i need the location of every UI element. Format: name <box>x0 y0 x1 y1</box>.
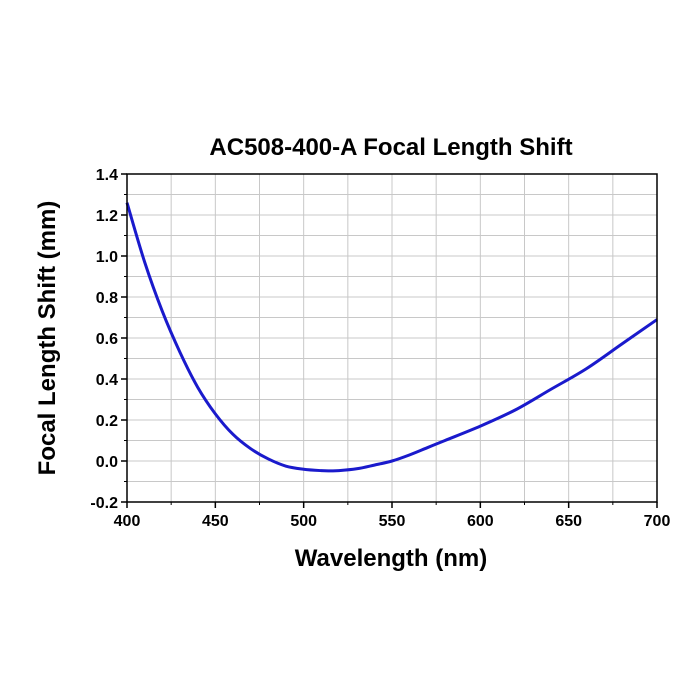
y-tick-label: 1.0 <box>96 249 118 266</box>
x-tick-label: 600 <box>467 513 494 530</box>
x-tick-label: 550 <box>379 513 406 530</box>
chart-title: AC508-400-A Focal Length Shift <box>209 134 572 161</box>
y-tick-label: 0.6 <box>96 331 118 348</box>
x-tick-label: 400 <box>114 513 141 530</box>
y-tick-label: 0.2 <box>96 413 118 430</box>
x-axis-label: Wavelength (nm) <box>295 545 487 572</box>
plot-frame <box>126 173 658 503</box>
axis-ticks <box>121 173 658 508</box>
x-tick-labels: 400 450 500 550 600 650 700 <box>114 513 671 530</box>
y-tick-label: 1.2 <box>96 208 118 225</box>
series-line <box>125 202 658 473</box>
y-tick-label: 0.4 <box>96 372 118 389</box>
y-tick-label: 0.8 <box>96 290 118 307</box>
x-tick-label: 500 <box>290 513 317 530</box>
y-tick-labels: -0.2 0.0 0.2 0.4 0.6 0.8 1.0 1.2 1.4 <box>90 167 118 512</box>
y-tick-label: 1.4 <box>96 167 118 184</box>
y-tick-label: 0.0 <box>96 454 118 471</box>
grid <box>127 174 657 502</box>
x-tick-label: 450 <box>202 513 229 530</box>
y-axis-label: Focal Length Shift (mm) <box>34 201 61 476</box>
y-tick-label: -0.2 <box>90 495 118 512</box>
series-group <box>125 202 658 473</box>
x-tick-label: 700 <box>644 513 671 530</box>
x-tick-label: 650 <box>555 513 582 530</box>
